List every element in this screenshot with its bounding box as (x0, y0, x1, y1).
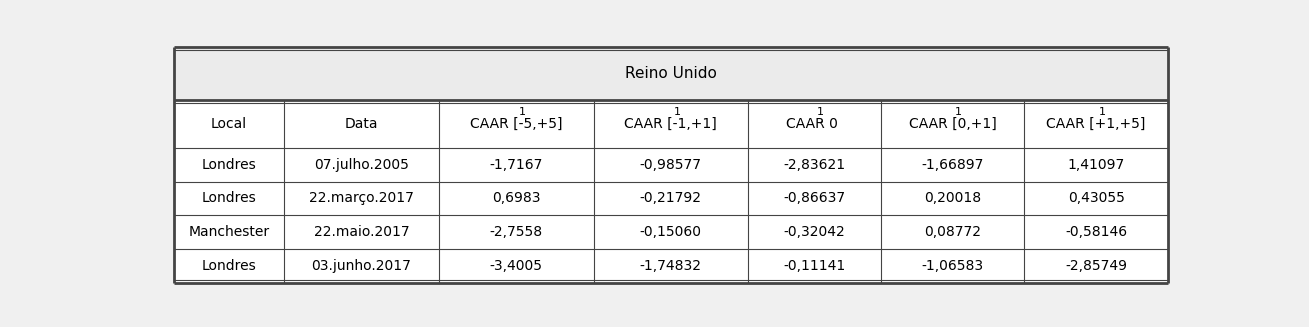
Text: CAAR 0: CAAR 0 (787, 117, 843, 130)
Text: -0,11141: -0,11141 (783, 260, 846, 273)
Text: -0,86637: -0,86637 (783, 192, 846, 205)
Text: Londres: Londres (202, 192, 257, 205)
Text: Local: Local (211, 117, 247, 130)
Text: -0,98577: -0,98577 (640, 158, 702, 171)
Text: CAAR [0,+1]: CAAR [0,+1] (908, 117, 996, 130)
Text: 03.junho.2017: 03.junho.2017 (312, 260, 411, 273)
Text: CAAR [-5,+5]: CAAR [-5,+5] (470, 117, 563, 130)
Text: 22.maio.2017: 22.maio.2017 (314, 226, 410, 239)
Text: -0,21792: -0,21792 (640, 192, 702, 205)
Text: 1: 1 (674, 107, 681, 117)
Text: -1,06583: -1,06583 (922, 260, 983, 273)
Text: 07.julho.2005: 07.julho.2005 (314, 158, 408, 171)
Text: -0,15060: -0,15060 (640, 226, 702, 239)
Text: -0,58146: -0,58146 (1066, 226, 1127, 239)
Text: Manchester: Manchester (188, 226, 270, 239)
Text: CAAR [-1,+1]: CAAR [-1,+1] (624, 117, 717, 130)
Text: 1,41097: 1,41097 (1068, 158, 1124, 171)
Text: 22.março.2017: 22.março.2017 (309, 192, 414, 205)
Text: 1: 1 (956, 107, 962, 117)
Text: 1: 1 (1100, 107, 1106, 117)
Text: 1: 1 (518, 107, 526, 117)
Text: 0,43055: 0,43055 (1068, 192, 1124, 205)
Text: -3,4005: -3,4005 (490, 260, 543, 273)
Text: 0,20018: 0,20018 (924, 192, 982, 205)
Text: -1,74832: -1,74832 (640, 260, 702, 273)
Text: CAAR [+1,+5]: CAAR [+1,+5] (1046, 117, 1145, 130)
Text: -2,7558: -2,7558 (490, 226, 543, 239)
Text: Londres: Londres (202, 158, 257, 171)
Text: -2,83621: -2,83621 (783, 158, 846, 171)
Text: 1: 1 (817, 107, 825, 117)
Text: -0,32042: -0,32042 (784, 226, 846, 239)
Text: 0,6983: 0,6983 (492, 192, 541, 205)
Text: -1,7167: -1,7167 (490, 158, 543, 171)
Text: Londres: Londres (202, 260, 257, 273)
Text: -2,85749: -2,85749 (1066, 260, 1127, 273)
Text: -1,66897: -1,66897 (922, 158, 984, 171)
Text: Data: Data (344, 117, 378, 130)
Text: 0,08772: 0,08772 (924, 226, 980, 239)
Text: Reino Unido: Reino Unido (624, 66, 717, 81)
